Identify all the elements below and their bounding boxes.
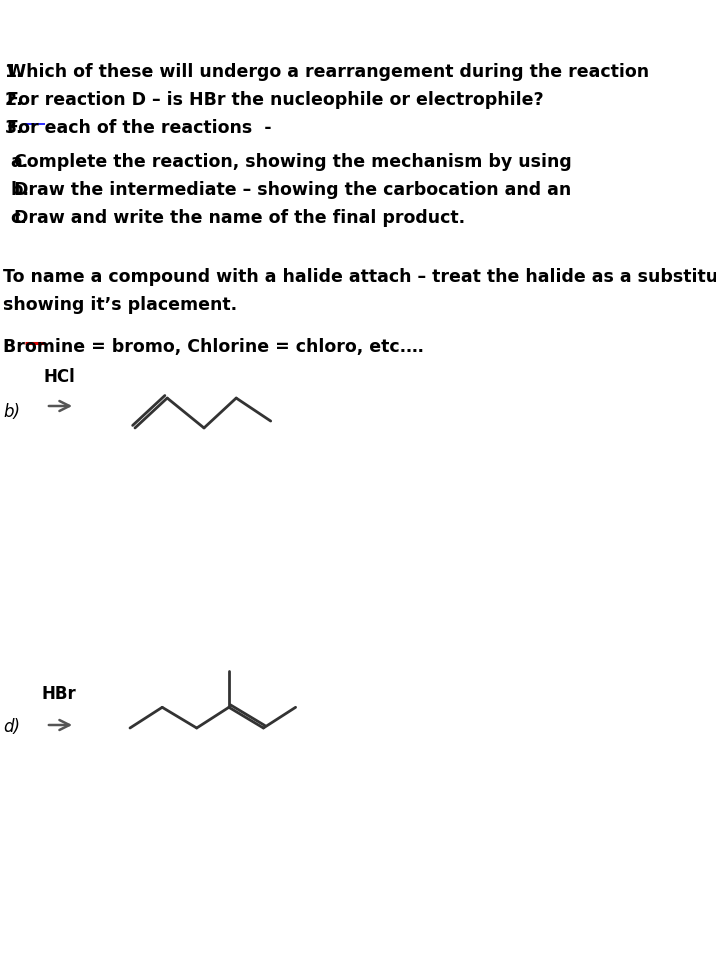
Text: Which of these will undergo a rearrangement during the reaction: Which of these will undergo a rearrangem… [7, 63, 649, 81]
Text: d): d) [3, 718, 20, 736]
Text: HCl: HCl [43, 368, 75, 386]
Text: Draw the intermediate – showing the carbocation and an: Draw the intermediate – showing the carb… [14, 181, 571, 199]
Text: For each of the reactions  -: For each of the reactions - [7, 119, 272, 137]
Text: HBr: HBr [42, 685, 77, 703]
Text: Complete the reaction, showing the mechanism by using: Complete the reaction, showing the mecha… [14, 153, 571, 171]
Text: 1.: 1. [4, 63, 23, 81]
Text: c.: c. [11, 209, 27, 227]
Text: For reaction D – is HBr the nucleophile or electrophile?: For reaction D – is HBr the nucleophile … [7, 91, 544, 109]
Text: Bromine = bromo, Chlorine = chloro, etc.…: Bromine = bromo, Chlorine = chloro, etc.… [3, 338, 424, 356]
Text: a.: a. [11, 153, 29, 171]
Text: b.: b. [11, 181, 29, 199]
Text: 3.: 3. [4, 119, 23, 137]
Text: Draw and write the name of the final product.: Draw and write the name of the final pro… [14, 209, 465, 227]
Text: showing it’s placement.: showing it’s placement. [3, 296, 237, 314]
Text: 2.: 2. [4, 91, 23, 109]
Text: To name a compound with a halide attach – treat the halide as a substitué: To name a compound with a halide attach … [3, 268, 716, 286]
Text: b): b) [3, 403, 20, 421]
